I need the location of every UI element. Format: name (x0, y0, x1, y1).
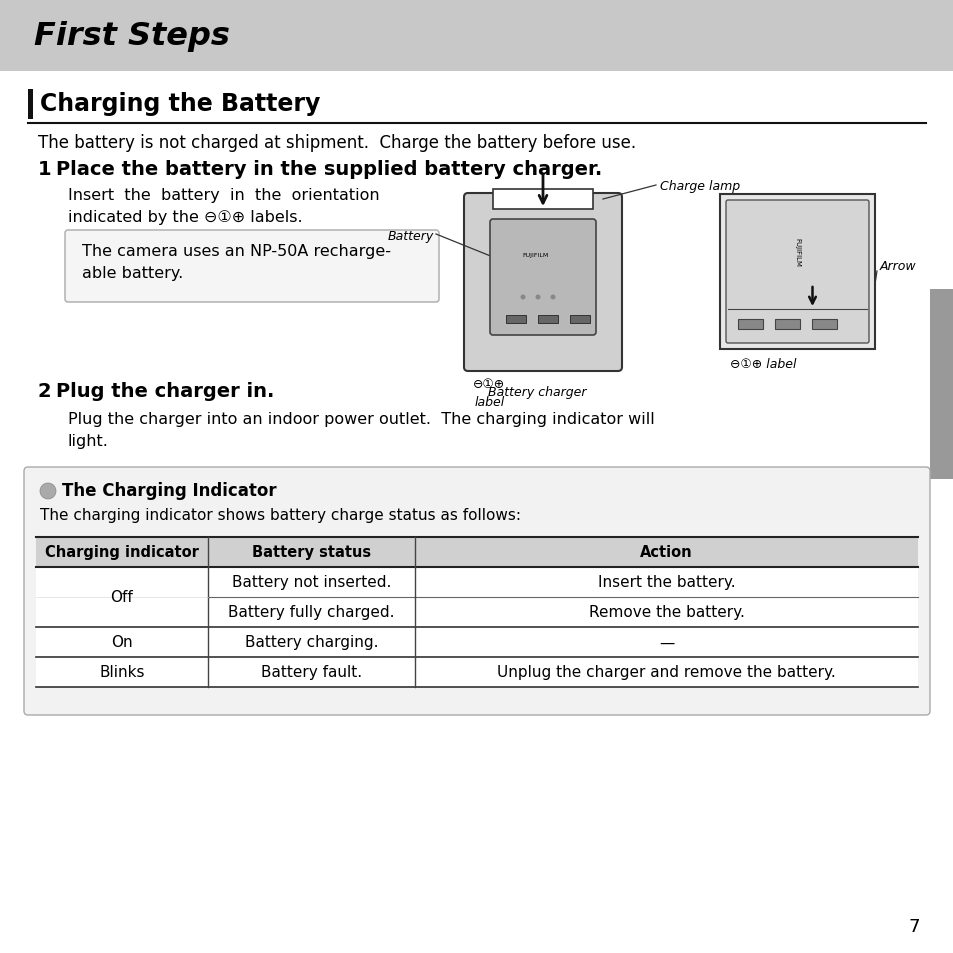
Text: Battery charging.: Battery charging. (245, 635, 378, 650)
Bar (36, 537, 917, 567)
Text: light.: light. (68, 434, 109, 449)
Text: Insert  the  battery  in  the  orientation: Insert the battery in the orientation (68, 188, 379, 203)
Text: label: label (475, 395, 505, 409)
Text: Battery not inserted.: Battery not inserted. (232, 575, 391, 590)
Bar (493, 190, 593, 210)
Bar (738, 319, 762, 330)
Bar (811, 319, 836, 330)
Text: FUJIFILM: FUJIFILM (522, 253, 549, 257)
Text: Battery fully charged.: Battery fully charged. (228, 605, 395, 619)
Circle shape (520, 295, 525, 300)
Text: On: On (112, 635, 132, 650)
Text: Action: Action (639, 545, 692, 560)
Bar (569, 315, 589, 324)
Text: Battery status: Battery status (252, 545, 371, 560)
Text: indicated by the ⊖①⊕ labels.: indicated by the ⊖①⊕ labels. (68, 210, 302, 225)
Text: Battery: Battery (387, 230, 434, 243)
Bar (537, 315, 558, 324)
Text: Place the battery in the supplied battery charger.: Place the battery in the supplied batter… (56, 160, 601, 179)
Bar (36, 598, 917, 627)
Text: Unplug the charger and remove the battery.: Unplug the charger and remove the batter… (497, 665, 835, 679)
Text: Plug the charger into an indoor power outlet.  The charging indicator will: Plug the charger into an indoor power ou… (68, 412, 654, 427)
FancyBboxPatch shape (490, 220, 596, 335)
Text: ⊖①⊕ label: ⊖①⊕ label (729, 357, 796, 371)
Bar (36, 567, 917, 598)
Text: The camera uses an NP-50A recharge-: The camera uses an NP-50A recharge- (82, 244, 391, 258)
Text: Arrow: Arrow (879, 260, 916, 274)
Text: Battery fault.: Battery fault. (261, 665, 362, 679)
Text: ⊖①⊕: ⊖①⊕ (473, 377, 505, 391)
FancyBboxPatch shape (65, 231, 438, 303)
Circle shape (550, 295, 555, 300)
Text: The charging indicator shows battery charge status as follows:: The charging indicator shows battery cha… (40, 507, 520, 522)
Text: 2: 2 (38, 381, 51, 400)
Bar (720, 194, 874, 350)
Bar (929, 290, 953, 479)
Circle shape (40, 483, 56, 499)
Bar (28, 90, 33, 120)
FancyBboxPatch shape (24, 468, 929, 716)
Bar (0, 0, 953, 71)
Bar (497, 198, 587, 210)
Text: Blinks: Blinks (99, 665, 145, 679)
Bar (505, 315, 525, 324)
Text: able battery.: able battery. (82, 266, 183, 281)
Text: The battery is not charged at shipment.  Charge the battery before use.: The battery is not charged at shipment. … (38, 133, 636, 152)
Text: Charging indicator: Charging indicator (45, 545, 199, 560)
Text: FUJIFILM: FUJIFILM (794, 237, 800, 267)
Circle shape (535, 295, 540, 300)
Text: 1: 1 (38, 160, 51, 179)
Text: Plug the charger in.: Plug the charger in. (56, 381, 274, 400)
Text: —: — (659, 635, 674, 650)
Text: 7: 7 (907, 917, 919, 935)
Text: Remove the battery.: Remove the battery. (588, 605, 743, 619)
Text: Insert the battery.: Insert the battery. (598, 575, 735, 590)
Bar (36, 627, 917, 658)
FancyBboxPatch shape (463, 193, 621, 372)
Bar (36, 658, 917, 687)
Bar (774, 319, 800, 330)
Text: First Steps: First Steps (34, 20, 230, 51)
Text: Off: Off (111, 590, 133, 605)
Text: Charging the Battery: Charging the Battery (40, 91, 320, 116)
Text: Battery charger: Battery charger (488, 386, 586, 398)
FancyBboxPatch shape (725, 201, 868, 344)
Text: The Charging Indicator: The Charging Indicator (62, 481, 276, 499)
Text: Charge lamp: Charge lamp (659, 180, 740, 193)
